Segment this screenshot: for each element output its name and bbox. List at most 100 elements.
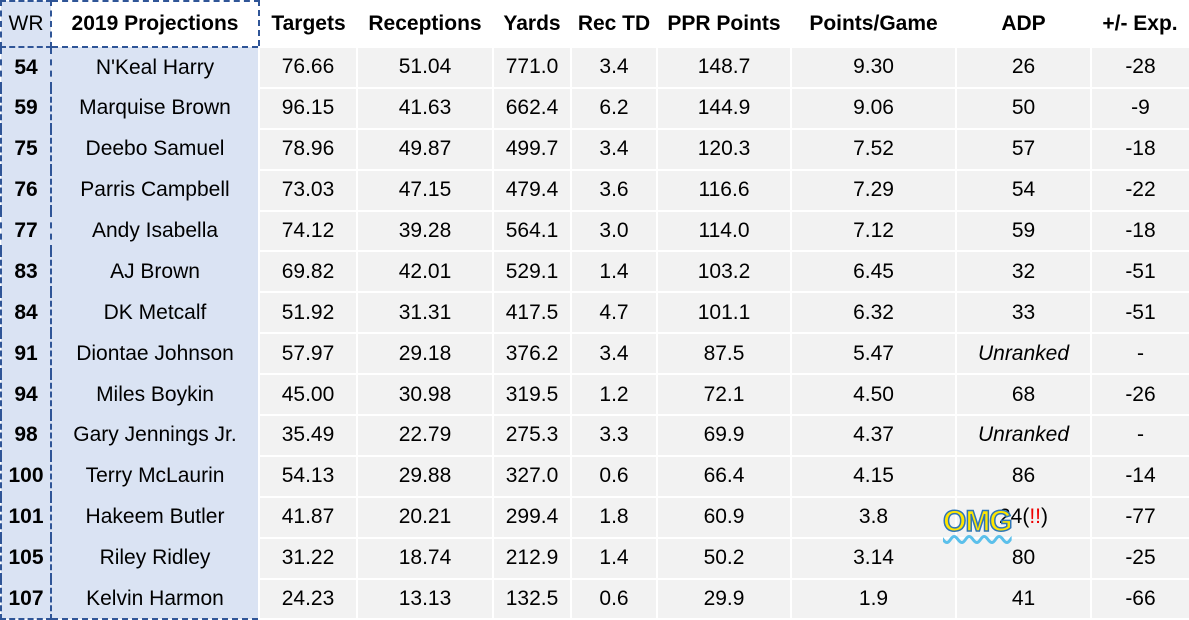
table-cell: 78.96 (258, 127, 358, 171)
table-cell: 59 (955, 209, 1092, 253)
table-cell: 3.3 (570, 414, 658, 457)
table-cell: Unranked (955, 414, 1092, 457)
table-cell: 1.4 (570, 536, 658, 580)
column-header: Points/Game (791, 1, 956, 48)
column-header: Targets (259, 1, 357, 48)
column-header: 2019 Projections (51, 0, 260, 48)
table-cell: 33 (955, 291, 1092, 335)
table-cell: 76.66 (258, 46, 358, 89)
table-cell: 1.2 (570, 373, 658, 417)
table-cell: Parris Campbell (51, 169, 260, 211)
table-cell: 68 (955, 373, 1092, 417)
table-row: 100 Terry McLaurin 54.13 29.88 327.0 0.6 66.4 4… (0, 454, 1189, 498)
table-cell: 76 (0, 169, 52, 211)
table-cell: 24.23 (258, 577, 358, 620)
table-cell: 3.6 (570, 168, 658, 212)
table-cell: 87.5 (656, 332, 792, 376)
table-row: 77 Andy Isabella 74.12 39.28 564.1 3.0 114.0 7.… (0, 209, 1189, 253)
cell-text: 24( (998, 505, 1030, 529)
table-cell: Gary Jennings Jr. (51, 415, 260, 456)
table-cell: 29.18 (356, 332, 494, 376)
table-cell: 4.15 (790, 454, 957, 498)
table-cell: 45.00 (258, 373, 358, 417)
table-cell: 73.03 (258, 168, 358, 212)
table-cell: -66 (1090, 577, 1189, 620)
table-row: 105 Riley Ridley 31.22 18.74 212.9 1.4 50.2 3.1… (0, 536, 1189, 580)
table-cell: 54 (955, 168, 1092, 212)
table-row: 107 Kelvin Harmon 24.23 13.13 132.5 0.6 29.9 1.… (0, 577, 1189, 620)
table-cell: 96.15 (258, 86, 358, 130)
table-cell: Deebo Samuel (51, 128, 260, 170)
table-cell: 91 (0, 333, 52, 375)
table-cell: 42.01 (356, 250, 494, 294)
table-cell: 327.0 (492, 454, 572, 498)
table-cell: 3.8 (790, 495, 957, 539)
table-cell: 1.8 (570, 495, 658, 539)
table-cell: 771.0 (492, 46, 572, 89)
table-cell: 275.3 (492, 414, 572, 457)
table-cell: 101.1 (656, 291, 792, 335)
table-cell: 41.63 (356, 86, 494, 130)
table-cell: 69.9 (656, 414, 792, 457)
table-cell: -77 (1090, 495, 1189, 539)
table-cell: Diontae Johnson (51, 333, 260, 375)
table-cell: 41.87 (258, 495, 358, 539)
table-cell: Marquise Brown (51, 87, 260, 129)
table-cell: Hakeem Butler (51, 496, 260, 538)
table-cell: 4.7 (570, 291, 658, 335)
table-cell: 6.45 (790, 250, 957, 294)
table-cell: 148.7 (656, 46, 792, 89)
table-cell: 6.2 (570, 86, 658, 130)
table-cell: 7.52 (790, 127, 957, 171)
table-cell: 50.2 (656, 536, 792, 580)
table-cell: Terry McLaurin (51, 455, 260, 497)
table-cell: 105 (0, 537, 52, 579)
table-cell: 114.0 (656, 209, 792, 253)
table-cell: 5.47 (790, 332, 957, 376)
table-cell: 662.4 (492, 86, 572, 130)
table-cell: -51 (1090, 291, 1189, 335)
table-cell: 7.29 (790, 168, 957, 212)
table-cell: 0.6 (570, 577, 658, 620)
table-row: 75 Deebo Samuel 78.96 49.87 499.7 3.4 120.3 7.5… (0, 127, 1189, 171)
table-cell: 84 (0, 292, 52, 334)
table-cell: 31.31 (356, 291, 494, 335)
table-cell: 49.87 (356, 127, 494, 171)
table-cell: 98 (0, 415, 52, 456)
table-cell: 479.4 (492, 168, 572, 212)
table-cell: 3.14 (790, 536, 957, 580)
table-cell: 18.74 (356, 536, 494, 580)
table-cell: -25 (1090, 536, 1189, 580)
table-cell: -18 (1090, 127, 1189, 171)
table-cell: 59 (0, 87, 52, 129)
table-cell: 72.1 (656, 373, 792, 417)
table-cell: 6.32 (790, 291, 957, 335)
table-cell: Andy Isabella (51, 210, 260, 252)
table-cell: Kelvin Harmon (51, 578, 260, 620)
table-cell: 13.13 (356, 577, 494, 620)
table-cell: 564.1 (492, 209, 572, 253)
column-header: Receptions (357, 1, 493, 48)
table-cell: 31.22 (258, 536, 358, 580)
table-cell: 9.06 (790, 86, 957, 130)
table-cell: 29.9 (656, 577, 792, 620)
table-cell: 32 (955, 250, 1092, 294)
table-cell: -9 (1090, 86, 1189, 130)
table-cell: 107 (0, 578, 52, 620)
table-cell: 3.0 (570, 209, 658, 253)
table-cell: 57 (955, 127, 1092, 171)
table-cell: 417.5 (492, 291, 572, 335)
table-cell: 101 (0, 496, 52, 538)
table-row: 84 DK Metcalf 51.92 31.31 417.5 4.7 101.1 6.32 3… (0, 291, 1189, 335)
table-body: 54 N'Keal Harry 76.66 51.04 771.0 3.4 148.7 9.3… (0, 46, 1189, 620)
table-cell: - (1090, 414, 1189, 457)
table-cell: 3.4 (570, 127, 658, 171)
table-cell: -51 (1090, 250, 1189, 294)
omg-badge: OMG (942, 504, 1013, 539)
column-header: Rec TD (571, 1, 657, 48)
column-header: PPR Points (657, 1, 791, 48)
table-cell: 3.4 (570, 46, 658, 89)
column-header: WR (0, 0, 52, 48)
table-cell: 86 (955, 454, 1092, 498)
